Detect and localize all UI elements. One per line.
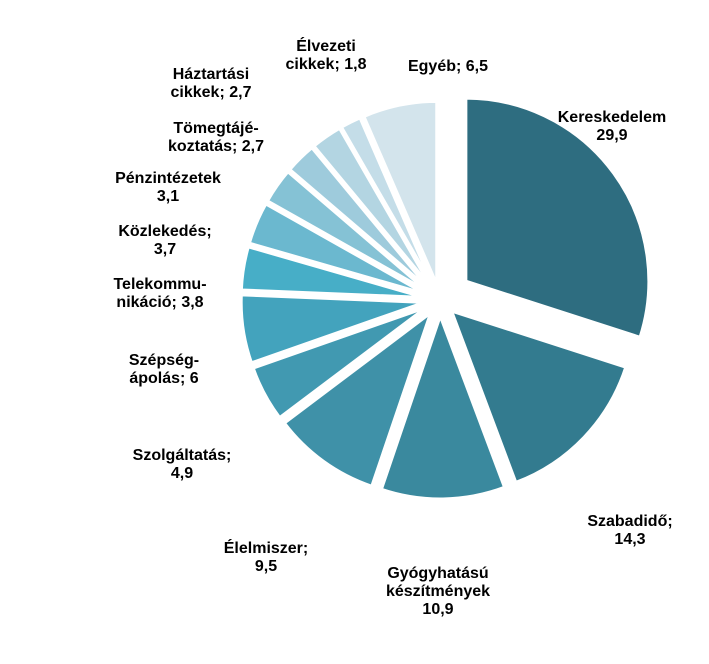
slice-label-line: 10,9 xyxy=(422,601,453,618)
pie-labels: Kereskedelem 29,9 Szabadidő; 14,3 Gyógyhatás… xyxy=(113,36,672,618)
slice-label-line: 29,9 xyxy=(596,127,627,144)
slice-label-line: Tömegtájé- xyxy=(173,120,258,137)
slice-label-1: Kereskedelem 29,9 xyxy=(558,109,667,144)
slice-label-line: cikkek; 1,8 xyxy=(286,56,367,73)
pie-slice-5 xyxy=(251,306,428,420)
pie-slice-3 xyxy=(379,314,507,501)
pie-slice-13 xyxy=(362,99,439,286)
slice-label-7: Telekommu-nikáció; 3,8 xyxy=(113,276,206,311)
pie-slice-7 xyxy=(239,245,426,299)
pie-slice-6 xyxy=(239,293,426,365)
slice-label-line: Élvezeti xyxy=(296,36,356,55)
pie-slice-11 xyxy=(312,126,433,289)
slice-label-4: Élelmiszer; 9,5 xyxy=(224,538,308,575)
slice-label-line: Szolgáltatás; xyxy=(133,447,232,464)
slice-label-line: Élelmiszer; xyxy=(224,538,308,557)
slice-label-line: készítmények xyxy=(386,583,490,600)
slice-label-line: Gyógyhatású xyxy=(387,565,488,582)
slice-label-line: Egyéb; 6,5 xyxy=(408,58,488,75)
slice-label-line: 14,3 xyxy=(614,531,645,548)
slice-label-line: 4,9 xyxy=(171,465,193,482)
slice-label-line: Szabadidő; xyxy=(587,513,672,530)
slice-label-13: Egyéb; 6,5 xyxy=(408,58,488,75)
slice-label-line: cikkek; 2,7 xyxy=(171,84,252,101)
slice-label-line: Telekommu- xyxy=(113,276,206,293)
slice-label-3: Gyógyhatású készítmények 10,9 xyxy=(386,565,490,618)
slice-label-line: ápolás; 6 xyxy=(129,370,198,387)
slice-label-line: Pénzintézetek xyxy=(115,170,221,187)
pie-slice-8 xyxy=(247,202,427,296)
slice-label-9: Pénzintézetek 3,1 xyxy=(115,170,221,205)
slice-label-line: Közlekedés; xyxy=(118,223,211,240)
slice-label-line: 9,5 xyxy=(255,558,277,575)
slice-label-11: Háztartási cikkek; 2,7 xyxy=(171,66,252,101)
slice-label-line: Szépség- xyxy=(129,352,199,369)
slice-label-6: Szépség-ápolás; 6 xyxy=(129,352,199,387)
pie-slice-1 xyxy=(464,96,651,339)
slice-label-5: Szolgáltatás; 4,9 xyxy=(133,447,232,482)
slice-label-2: Szabadidő; 14,3 xyxy=(587,513,672,548)
slice-label-line: Kereskedelem xyxy=(558,109,667,126)
slice-label-line: nikáció; 3,8 xyxy=(116,294,203,311)
pie-slice-4 xyxy=(282,311,433,488)
pie-slices xyxy=(239,96,651,501)
slice-label-10: Tömegtájé-koztatás; 2,7 xyxy=(168,120,264,155)
pie-slice-12 xyxy=(339,116,435,288)
slice-label-line: Háztartási xyxy=(173,66,249,83)
pie-slice-2 xyxy=(450,309,628,484)
slice-label-8: Közlekedés; 3,7 xyxy=(118,223,211,258)
slice-label-line: 3,1 xyxy=(157,188,179,205)
slice-label-line: koztatás; 2,7 xyxy=(168,138,264,155)
pie-slice-10 xyxy=(288,146,431,291)
slice-label-line: 3,7 xyxy=(154,241,176,258)
pie-slice-9 xyxy=(265,170,429,293)
slice-label-12: Élvezeti cikkek; 1,8 xyxy=(286,36,367,73)
